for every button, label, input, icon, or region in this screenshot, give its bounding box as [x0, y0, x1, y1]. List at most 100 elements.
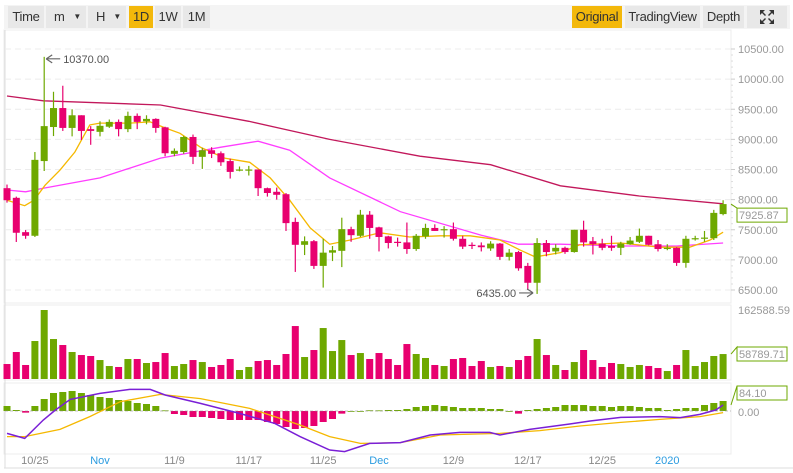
volume-bar [422, 357, 429, 379]
view-label: Original [575, 9, 619, 24]
candle-up [96, 125, 104, 132]
candle-up [50, 108, 57, 128]
macd-histogram-bar [449, 407, 457, 411]
macd-last-label: 84.10 [739, 388, 767, 400]
minute-label: m [54, 9, 65, 24]
volume-bar [431, 364, 439, 379]
interval-1w-button[interactable]: 1W [155, 6, 181, 28]
volume-bar [3, 364, 11, 379]
macd-histogram-bar [115, 400, 123, 411]
macd-histogram-bar [701, 405, 708, 411]
volume-bar [394, 364, 402, 379]
macd-histogram-bar [654, 408, 662, 411]
volume-bar [143, 363, 150, 379]
date-axis-label: 11/25 [310, 455, 337, 467]
volume-bar [561, 370, 569, 379]
volume-bar [412, 354, 420, 379]
macd-histogram-bar [552, 407, 560, 411]
candle-down [589, 241, 597, 245]
candle-down [77, 115, 85, 131]
macd-histogram-bar [505, 411, 513, 412]
macd-histogram-bar [580, 405, 588, 411]
macd-histogram-bar [635, 407, 643, 411]
macd-histogram-bar [143, 404, 150, 411]
candle-down [115, 121, 123, 130]
candle-down [254, 169, 262, 189]
macd-histogram-bar [598, 406, 606, 411]
candle-down [3, 188, 11, 201]
volume-bar [124, 359, 132, 379]
macd-histogram-bar [291, 411, 299, 429]
volume-bar [152, 362, 160, 379]
interval-1m-button[interactable]: 1M [183, 6, 210, 28]
macd-dif-line [6, 388, 724, 453]
macd-histogram-bar [524, 410, 532, 411]
volume-bar [170, 366, 178, 379]
candle-down [263, 188, 271, 193]
minute-dropdown[interactable]: m ▼ [46, 6, 86, 28]
candle-down [384, 236, 392, 244]
caret-down-icon: ▼ [73, 12, 81, 21]
candle-up [40, 126, 48, 162]
volume-bar [356, 353, 364, 379]
candle-down [87, 129, 95, 131]
volume-max-label: 162588.59 [738, 305, 790, 317]
volume-bar [580, 350, 588, 379]
time-button[interactable]: Time [8, 6, 44, 28]
candle-down [208, 150, 216, 154]
view-tradingview-button[interactable]: TradingView [625, 6, 700, 28]
macd-histogram-bar [22, 411, 30, 413]
macd-histogram-bar [403, 409, 411, 411]
macd-histogram-bar [59, 392, 67, 411]
candle-up [356, 214, 364, 236]
macd-histogram-bar [133, 403, 141, 411]
macd-histogram-bar [263, 411, 271, 422]
volume-bar [645, 366, 653, 379]
macd-histogram-bar [384, 410, 392, 411]
price-axis-label: 8000.00 [738, 195, 778, 207]
macd-histogram-bar [440, 406, 448, 411]
volume-bar [77, 355, 85, 379]
interval-1d-button[interactable]: 1D [129, 6, 153, 28]
volume-bar [608, 363, 615, 379]
view-label: Depth [706, 9, 741, 24]
macd-histogram-bar [673, 409, 681, 411]
candle-up [412, 235, 420, 250]
candle-up [236, 169, 243, 171]
volume-bar [533, 339, 541, 379]
view-depth-button[interactable]: Depth [703, 6, 744, 28]
volume-bar [496, 366, 504, 379]
candle-down [12, 197, 20, 233]
view-original-button[interactable]: Original [572, 6, 622, 28]
candle-up [124, 115, 132, 130]
candle-up [626, 240, 634, 245]
macd-histogram-bar [691, 408, 699, 411]
volume-bar [245, 366, 253, 379]
fullscreen-button[interactable] [747, 6, 787, 28]
macd-histogram-bar [338, 411, 346, 414]
volume-bar [468, 366, 476, 379]
ma-long-line [6, 95, 724, 205]
volume-bar [217, 364, 225, 379]
candle-down [375, 227, 383, 237]
candle-down [226, 161, 234, 172]
date-axis-label: Nov [90, 455, 110, 467]
macd-histogram-bar [431, 405, 439, 411]
hour-dropdown[interactable]: H ▼ [88, 6, 126, 28]
interval-label: 1W [158, 9, 178, 24]
candle-down [59, 108, 67, 128]
macd-histogram-bar [626, 406, 634, 411]
macd-histogram-bar [459, 408, 467, 411]
macd-histogram-bar [208, 411, 216, 418]
candle-down [273, 191, 281, 195]
volume-bar [515, 360, 522, 379]
time-label: Time [12, 9, 40, 24]
macd-histogram-bar [329, 411, 336, 419]
volume-bar [31, 341, 39, 379]
interval-label: 1D [132, 9, 150, 24]
volume-bar [477, 361, 485, 379]
candle-down [654, 244, 662, 250]
macd-histogram-bar [254, 411, 262, 420]
macd-histogram-bar [394, 410, 402, 411]
